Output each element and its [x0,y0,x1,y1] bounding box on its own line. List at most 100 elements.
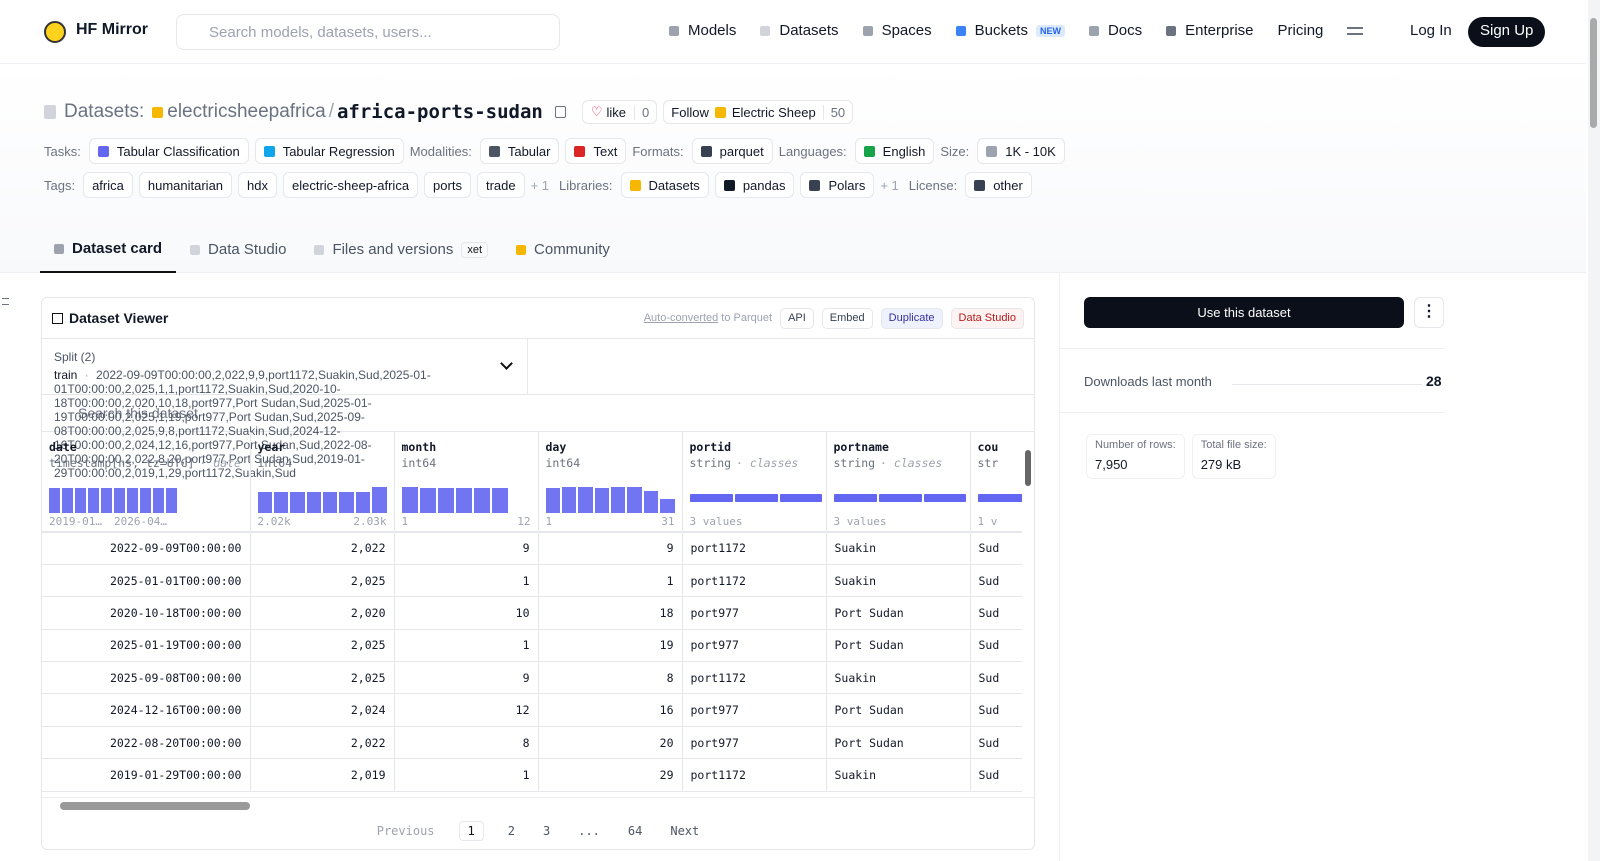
dataset-search[interactable]: Search this dataset [42,395,1034,432]
cell[interactable]: port1172 [682,564,827,598]
cell[interactable]: 20 [538,726,683,760]
login[interactable]: Log In [1410,22,1452,39]
cell[interactable]: Port Sudan [826,629,971,663]
cell[interactable]: Port Sudan [826,726,971,760]
cell[interactable]: 2025-01-01T00:00:00 [42,564,251,598]
page-link[interactable]: 2 [507,824,515,838]
tag-chip[interactable]: trade [476,172,525,198]
viewer-button[interactable]: API [780,307,814,329]
side-toggle[interactable] [2,298,9,305]
cell[interactable]: 10 [394,596,539,630]
cell[interactable]: Port Sudan [826,596,971,630]
cell[interactable]: 2022-08-20T00:00:00 [42,726,251,760]
page-link[interactable]: 64 [627,824,643,838]
viewer-button[interactable]: Data Studio [950,307,1024,329]
cell[interactable]: port1172 [682,661,827,695]
nav-item[interactable]: Buckets NEW [955,22,1065,39]
cell[interactable]: 2,024 [250,693,395,727]
cell[interactable]: 19 [538,629,683,663]
cell[interactable]: 2,019 [250,758,395,792]
signup[interactable]: Sign Up [1468,17,1546,47]
meta-chip[interactable]: Tabular [479,138,560,164]
split-select[interactable]: Split (2) train · 2022-09-09T00:00:00,2,… [42,339,528,480]
cell[interactable]: port977 [682,596,827,630]
tag-chip[interactable]: ports [424,172,471,198]
like-button[interactable]: ♡ like 0 [581,100,658,124]
h-scrollbar[interactable] [42,797,1034,815]
cell[interactable]: 1 [394,629,539,663]
page-scrollbar[interactable] [1588,0,1600,861]
cell[interactable]: 2,025 [250,661,395,695]
cell[interactable]: 29 [538,758,683,792]
cell[interactable]: 1 [394,564,539,598]
cell[interactable]: port977 [682,726,827,760]
meta-chip[interactable]: pandas [714,172,795,198]
meta-chip[interactable]: 1K - 10K [977,138,1065,164]
column-header[interactable]: portid string · classes 3 values [682,432,827,533]
nav-item[interactable]: Models [669,22,736,39]
tab[interactable]: Data Studio [176,226,300,273]
page-link[interactable]: 3 [542,824,551,838]
follow-button[interactable]: Follow Electric Sheep 50 [663,100,854,124]
cell[interactable]: 2,022 [250,726,395,760]
cell[interactable]: Suakin [826,758,971,792]
cell[interactable]: 2,025 [250,564,395,598]
cell[interactable]: 2020-10-18T00:00:00 [42,596,251,630]
cell[interactable]: port977 [682,693,827,727]
tag-chip[interactable]: electric-sheep-africa [283,172,419,198]
nav-item[interactable]: Spaces [862,22,932,39]
more-menu[interactable]: ⋮ [1414,297,1444,328]
cell[interactable]: 2,025 [250,629,395,663]
meta-chip[interactable]: Polars [800,172,875,198]
cell[interactable]: 9 [394,532,539,565]
cell[interactable]: 1 [538,564,683,598]
search-box[interactable]: Search models, datasets, users... [176,14,560,50]
cell[interactable]: Port Sudan [826,693,971,727]
nav-menu[interactable] [1347,27,1364,35]
meta-chip[interactable]: parquet [691,138,773,164]
brand[interactable]: HF Mirror [76,21,148,38]
column-header[interactable]: month int64 1 12 [394,432,539,533]
tag-chip[interactable]: africa [83,172,133,198]
cell[interactable]: 18 [538,596,683,630]
use-dataset[interactable]: Use this dataset [1084,297,1404,328]
logo[interactable] [44,21,66,43]
cell[interactable]: 2025-01-19T00:00:00 [42,629,251,663]
meta-chip[interactable]: Datasets [620,172,709,198]
cell[interactable]: 2,022 [250,532,395,565]
tab[interactable]: Community [502,226,624,273]
cell[interactable]: port1172 [682,758,827,792]
tab[interactable]: Dataset card [40,226,177,273]
cell[interactable]: 8 [538,661,683,695]
cell[interactable]: 16 [538,693,683,727]
meta-chip[interactable]: English [854,138,935,164]
viewer-button[interactable]: Duplicate [880,307,943,329]
page-link[interactable]: Previous [376,824,435,838]
column-header[interactable]: year int64 2.02k 2.03k [250,432,395,533]
cell[interactable]: Suakin [826,661,971,695]
cell[interactable]: 8 [394,726,539,760]
nav-item[interactable]: Pricing [1278,22,1324,39]
nav-item[interactable]: Docs [1088,22,1142,39]
cell[interactable]: Suakin [826,532,971,565]
page-link[interactable]: 1 [458,821,484,841]
cell[interactable]: port977 [682,629,827,663]
nav-item[interactable]: Enterprise [1166,22,1254,39]
nav-item[interactable]: Datasets [760,22,839,39]
cell[interactable]: 2024-12-16T00:00:00 [42,693,251,727]
repo-name[interactable]: africa-ports-sudan [336,101,543,123]
auto-converted[interactable]: Auto-converted [643,312,719,324]
cell[interactable]: 2022-09-09T00:00:00 [42,532,251,565]
tag-chip[interactable]: humanitarian [138,172,233,198]
column-header[interactable]: date timestamp[ns, tz=UTC] · date 2019-01… 2… [42,432,251,533]
repo-owner[interactable]: electricsheepafrica [167,101,326,122]
column-header[interactable]: day int64 1 31 [538,432,683,533]
cell[interactable]: 9 [394,661,539,695]
cell[interactable]: port1172 [682,532,827,565]
meta-chip[interactable]: Tabular Classification [88,138,249,164]
page-link[interactable]: Next [670,824,700,838]
cell[interactable]: 12 [394,693,539,727]
tag-chip[interactable]: hdx [238,172,277,198]
cell[interactable]: Suakin [826,564,971,598]
meta-chip[interactable]: Text [565,138,627,164]
